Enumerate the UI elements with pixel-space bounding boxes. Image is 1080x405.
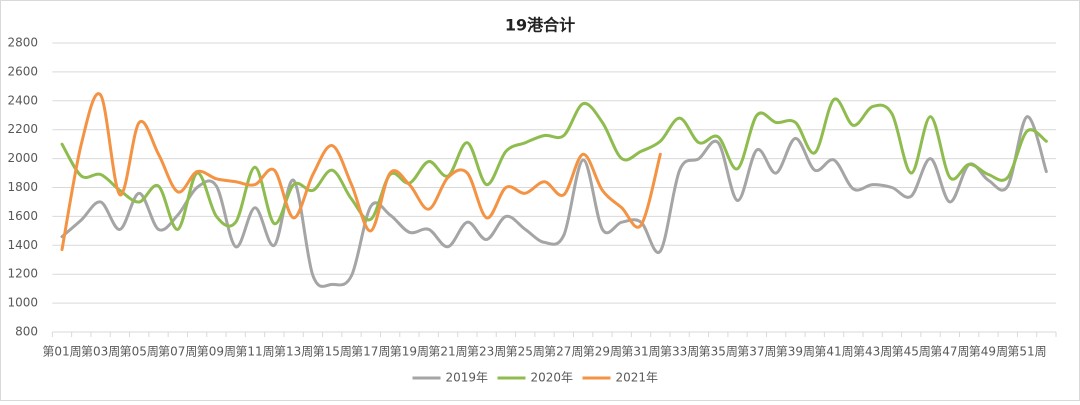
- x-tick-label: 第51周: [1007, 345, 1046, 359]
- legend-label: 2021年: [616, 371, 659, 385]
- x-tick-label: 第43周: [853, 345, 892, 359]
- series-line: [60, 115, 1048, 288]
- x-tick-label: 第41周: [814, 345, 853, 359]
- y-tick-label: 1000: [7, 296, 38, 310]
- y-tick-label: 1200: [7, 267, 38, 281]
- x-tick-label: 第47周: [930, 345, 969, 359]
- series-line: [60, 92, 662, 252]
- chart-title: 19港合计: [505, 16, 575, 35]
- x-tick-label: 第37周: [737, 345, 776, 359]
- x-tick-label: 第19周: [390, 345, 429, 359]
- x-tick-label: 第29周: [583, 345, 622, 359]
- x-tick-label: 第25周: [506, 345, 545, 359]
- y-tick-label: 800: [15, 325, 38, 339]
- legend-label: 2020年: [531, 371, 574, 385]
- x-tick-label: 第31周: [621, 345, 660, 359]
- series-line: [60, 97, 1048, 231]
- x-tick-label: 第21周: [428, 345, 467, 359]
- x-tick-label: 第07周: [158, 345, 197, 359]
- y-tick-label: 1800: [7, 180, 38, 194]
- x-tick-label: 第03周: [81, 345, 120, 359]
- x-tick-label: 第13周: [274, 345, 313, 359]
- y-tick-label: 1400: [7, 238, 38, 252]
- legend-label: 2019年: [446, 371, 489, 385]
- x-tick-label: 第27周: [544, 345, 583, 359]
- y-tick-label: 2400: [7, 93, 38, 107]
- y-tick-label: 2000: [7, 151, 38, 165]
- y-tick-label: 2800: [7, 36, 38, 50]
- x-tick-label: 第49周: [969, 345, 1008, 359]
- y-tick-label: 1600: [7, 209, 38, 223]
- x-tick-label: 第15周: [313, 345, 352, 359]
- x-tick-label: 第45周: [892, 345, 931, 359]
- x-tick-label: 第35周: [699, 345, 738, 359]
- x-tick-label: 第17周: [351, 345, 390, 359]
- x-tick-label: 第09周: [197, 345, 236, 359]
- x-tick-label: 第01周: [42, 345, 81, 359]
- x-tick-label: 第11周: [235, 345, 274, 359]
- x-tick-label: 第39周: [776, 345, 815, 359]
- x-tick-label: 第33周: [660, 345, 699, 359]
- y-tick-label: 2600: [7, 64, 38, 78]
- x-tick-label: 第23周: [467, 345, 506, 359]
- y-tick-label: 2200: [7, 122, 38, 136]
- x-tick-label: 第05周: [120, 345, 159, 359]
